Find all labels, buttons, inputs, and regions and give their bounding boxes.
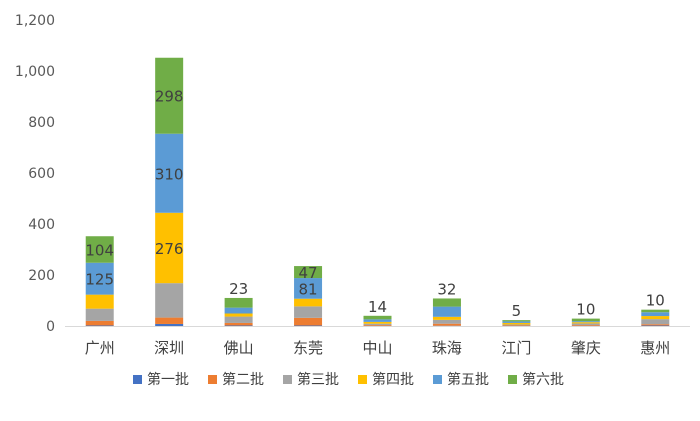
bar-segment — [364, 316, 392, 320]
bar-segment — [155, 324, 183, 326]
x-tick-label: 惠州 — [640, 339, 670, 357]
bar-segment — [433, 298, 461, 306]
data-label: 47 — [299, 264, 318, 282]
bar-segment — [225, 325, 253, 326]
x-tick-label: 佛山 — [224, 339, 254, 357]
legend-item: 第一批 — [133, 371, 189, 388]
data-label: 276 — [155, 240, 184, 258]
data-label: 310 — [155, 165, 184, 183]
bar-segment — [225, 298, 253, 308]
y-tick-label: 1,200 — [15, 13, 55, 29]
data-label: 10 — [646, 292, 665, 310]
bar-segment — [86, 321, 114, 326]
bar-segment — [225, 323, 253, 326]
bar-segment — [294, 299, 322, 307]
bar-segment — [502, 321, 530, 323]
y-tick-label: 1,000 — [15, 64, 55, 80]
x-tick-label: 肇庆 — [571, 339, 601, 357]
legend-swatch — [358, 375, 367, 384]
bar-segment — [364, 319, 392, 322]
bar-segment — [364, 325, 392, 326]
bar-segment — [433, 307, 461, 317]
bar-segment — [572, 319, 600, 322]
y-tick-label: 400 — [28, 217, 55, 233]
bar-segment — [294, 318, 322, 326]
legend-label: 第一批 — [147, 371, 189, 388]
x-tick-label: 江门 — [501, 339, 531, 357]
bar-segment — [502, 324, 530, 325]
bar-segment — [294, 325, 322, 326]
bar-segment — [433, 324, 461, 326]
data-label: 5 — [512, 302, 522, 320]
legend-swatch — [433, 375, 442, 384]
bar-segment — [641, 319, 669, 324]
legend-item: 第五批 — [433, 371, 489, 388]
y-tick-label: 200 — [28, 268, 55, 284]
bar-segment — [572, 325, 600, 326]
bar-segment — [641, 324, 669, 325]
bar-segment — [225, 308, 253, 314]
bar-segment — [572, 321, 600, 322]
data-label: 14 — [368, 298, 387, 316]
legend-label: 第二批 — [222, 371, 264, 388]
y-tick-label: 800 — [28, 115, 55, 131]
data-label: 104 — [85, 242, 114, 260]
bar-segment — [572, 323, 600, 325]
y-tick-label: 0 — [46, 319, 55, 335]
bar-segment — [572, 322, 600, 323]
bar-segment — [364, 322, 392, 324]
x-tick-label: 东莞 — [293, 339, 323, 357]
bar-segment — [225, 314, 253, 317]
x-tick-label: 广州 — [85, 339, 115, 357]
legend-label: 第三批 — [297, 371, 339, 388]
legend-label: 第四批 — [372, 371, 414, 388]
legend-swatch — [508, 375, 517, 384]
bar-segment — [502, 320, 530, 321]
bar-segment — [86, 325, 114, 326]
data-label: 10 — [576, 301, 595, 319]
bar-segment — [433, 317, 461, 320]
legend: 第一批 第二批 第三批 第四批 第五批 第六批 — [133, 371, 564, 388]
y-tick-label: 600 — [28, 166, 55, 182]
bar-segment — [502, 325, 530, 326]
bar-segment — [155, 318, 183, 324]
x-tick-label: 珠海 — [432, 339, 462, 357]
bar-segment — [225, 317, 253, 323]
legend-swatch — [283, 375, 292, 384]
bar-segment — [641, 316, 669, 319]
data-label: 23 — [229, 280, 248, 298]
legend-label: 第五批 — [447, 371, 489, 388]
legend-item: 第二批 — [208, 371, 264, 388]
x-tick-label: 深圳 — [154, 339, 184, 357]
bar-segment — [155, 283, 183, 317]
legend-swatch — [133, 375, 142, 384]
legend-item: 第四批 — [358, 371, 414, 388]
data-label: 32 — [437, 280, 456, 298]
bar-segment — [502, 323, 530, 325]
legend-item: 第三批 — [283, 371, 339, 388]
legend-item: 第六批 — [508, 371, 564, 388]
bar-segment — [641, 312, 669, 316]
bar-segment — [433, 320, 461, 324]
bar-segment — [86, 295, 114, 309]
legend-swatch — [208, 375, 217, 384]
bar-segment — [641, 310, 669, 313]
bar-segment — [86, 309, 114, 321]
legend-label: 第六批 — [522, 371, 564, 388]
data-label: 125 — [85, 271, 114, 289]
bar-segment — [364, 324, 392, 325]
x-tick-label: 中山 — [362, 339, 392, 357]
data-label: 298 — [155, 88, 184, 106]
data-label: 81 — [299, 280, 318, 298]
bar-segment — [641, 325, 669, 326]
bar-segment — [294, 306, 322, 317]
